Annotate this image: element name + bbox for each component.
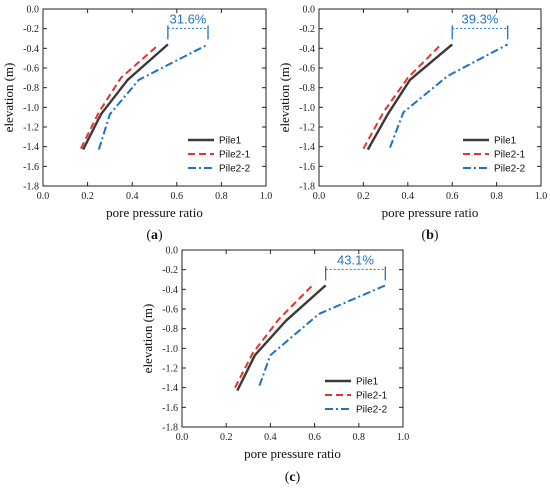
plot-frame — [181, 249, 404, 428]
series-line-pile2-1 — [80, 43, 160, 150]
legend-label: Pile2-2 — [219, 164, 251, 175]
x-tick-label: 0.0 — [313, 191, 326, 202]
legend: Pile1 Pile2-1 Pile2-2 — [325, 377, 388, 416]
y-tick-label: -0.4 — [162, 285, 178, 296]
annotation-percent: 31.6% — [170, 11, 207, 26]
series-line-pile1 — [236, 284, 327, 392]
legend-label: Pile1 — [356, 377, 379, 388]
x-tick-label: 0.4 — [126, 191, 139, 202]
y-tick-label: -1.6 — [162, 403, 178, 414]
chart-panel-b: 0.0 0.2 0.4 0.6 0.8 1.0 0.0 -0.2 -0.4 -0.6 -0.8 -1.… — [277, 5, 547, 244]
legend-label: Pile2-1 — [494, 150, 526, 161]
y-tick-label: -1.8 — [23, 182, 39, 193]
y-tick-label: -0.2 — [162, 265, 178, 276]
x-tick-label: 1.0 — [397, 432, 410, 443]
series-line-pile1 — [82, 43, 169, 151]
y-tick-label: -0.6 — [299, 64, 315, 75]
y-tick-label: -0.6 — [162, 305, 178, 316]
y-tick-label: -0.4 — [299, 44, 315, 55]
x-tick-label: 0.6 — [446, 191, 459, 202]
y-tick-label: -0.2 — [23, 24, 39, 35]
y-tick-label: -1.6 — [299, 162, 315, 173]
x-tick-label: 0.8 — [215, 191, 228, 202]
y-tick-label: -1.2 — [23, 123, 39, 134]
y-tick-label: -1.0 — [23, 103, 39, 114]
annotation-percent: 43.1% — [337, 252, 374, 267]
x-tick-label: 1.0 — [535, 191, 548, 202]
y-tick-label: -0.4 — [23, 44, 39, 55]
annotation-percent: 39.3% — [462, 11, 499, 26]
legend-label: Pile2-1 — [356, 391, 388, 402]
legend-label: Pile1 — [219, 136, 242, 147]
x-tick-label: 0.6 — [308, 432, 321, 443]
plot-frame — [42, 8, 267, 187]
y-tick-label: -1.6 — [23, 162, 39, 173]
x-tick-label: 0.8 — [353, 432, 366, 443]
y-tick-label: -1.4 — [299, 142, 315, 153]
x-axis-label: pore pressure ratio — [382, 205, 479, 220]
legend: Pile1 Pile2-1 Pile2-2 — [463, 136, 526, 175]
y-tick-label: 0.0 — [166, 246, 179, 257]
y-tick-label: -1.2 — [299, 123, 315, 134]
x-tick-label: 0.4 — [402, 191, 415, 202]
series-line-pile2-2 — [389, 43, 509, 148]
panel-label: (a) — [146, 228, 163, 243]
y-axis-label: elevation (m) — [1, 63, 16, 133]
x-tick-label: 0.6 — [171, 191, 184, 202]
y-tick-label: 0.0 — [27, 5, 40, 16]
series-line-pile2-1 — [362, 43, 442, 150]
x-tick-label: 0.0 — [176, 432, 189, 443]
x-tick-label: 0.4 — [264, 432, 277, 443]
series-line-pile2-2 — [97, 43, 209, 150]
panel-label: (b) — [421, 228, 438, 243]
x-axis-label: pore pressure ratio — [106, 205, 203, 220]
y-axis-label: elevation (m) — [277, 63, 292, 133]
y-tick-label: -0.8 — [162, 324, 178, 335]
plot-frame — [318, 8, 542, 187]
y-axis-label: elevation (m) — [140, 304, 155, 374]
x-tick-label: 0.2 — [357, 191, 370, 202]
series-line-pile1 — [366, 43, 453, 151]
legend-label: Pile2-1 — [219, 150, 251, 161]
legend-label: Pile2-2 — [494, 164, 526, 175]
x-tick-label: 0.2 — [220, 432, 233, 443]
y-tick-label: -1.0 — [299, 103, 315, 114]
y-tick-label: -0.6 — [23, 64, 39, 75]
series-line-pile2-1 — [234, 284, 314, 389]
x-tick-label: 0.2 — [81, 191, 94, 202]
x-tick-label: 1.0 — [260, 191, 273, 202]
series-line-pile2-2 — [258, 284, 386, 387]
panel-label: (c) — [285, 470, 301, 485]
legend-label: Pile2-2 — [356, 405, 388, 416]
legend-label: Pile1 — [494, 136, 517, 147]
y-tick-label: -1.0 — [162, 344, 178, 355]
chart-panel-c: 0.0 0.2 0.4 0.6 0.8 1.0 0.0 -0.2 -0.4 -0.6 -0.8 -1.… — [140, 246, 409, 486]
y-tick-label: -0.2 — [299, 24, 315, 35]
y-tick-label: -1.8 — [162, 423, 178, 434]
chart-panel-a: 0.0 0.2 0.4 0.6 0.8 1.0 0.0 -0.2 -0.4 -0.6 -0.8 -1.… — [1, 5, 272, 244]
y-tick-label: 0.0 — [303, 5, 316, 16]
x-tick-label: 0.0 — [37, 191, 50, 202]
x-tick-label: 0.8 — [490, 191, 503, 202]
y-tick-label: -1.4 — [162, 383, 178, 394]
y-tick-label: -1.4 — [23, 142, 39, 153]
y-tick-label: -1.8 — [299, 182, 315, 193]
x-axis-label: pore pressure ratio — [244, 446, 341, 461]
y-tick-label: -0.8 — [23, 83, 39, 94]
legend: Pile1 Pile2-1 Pile2-2 — [188, 136, 251, 175]
y-tick-label: -0.8 — [299, 83, 315, 94]
y-tick-label: -1.2 — [162, 364, 178, 375]
